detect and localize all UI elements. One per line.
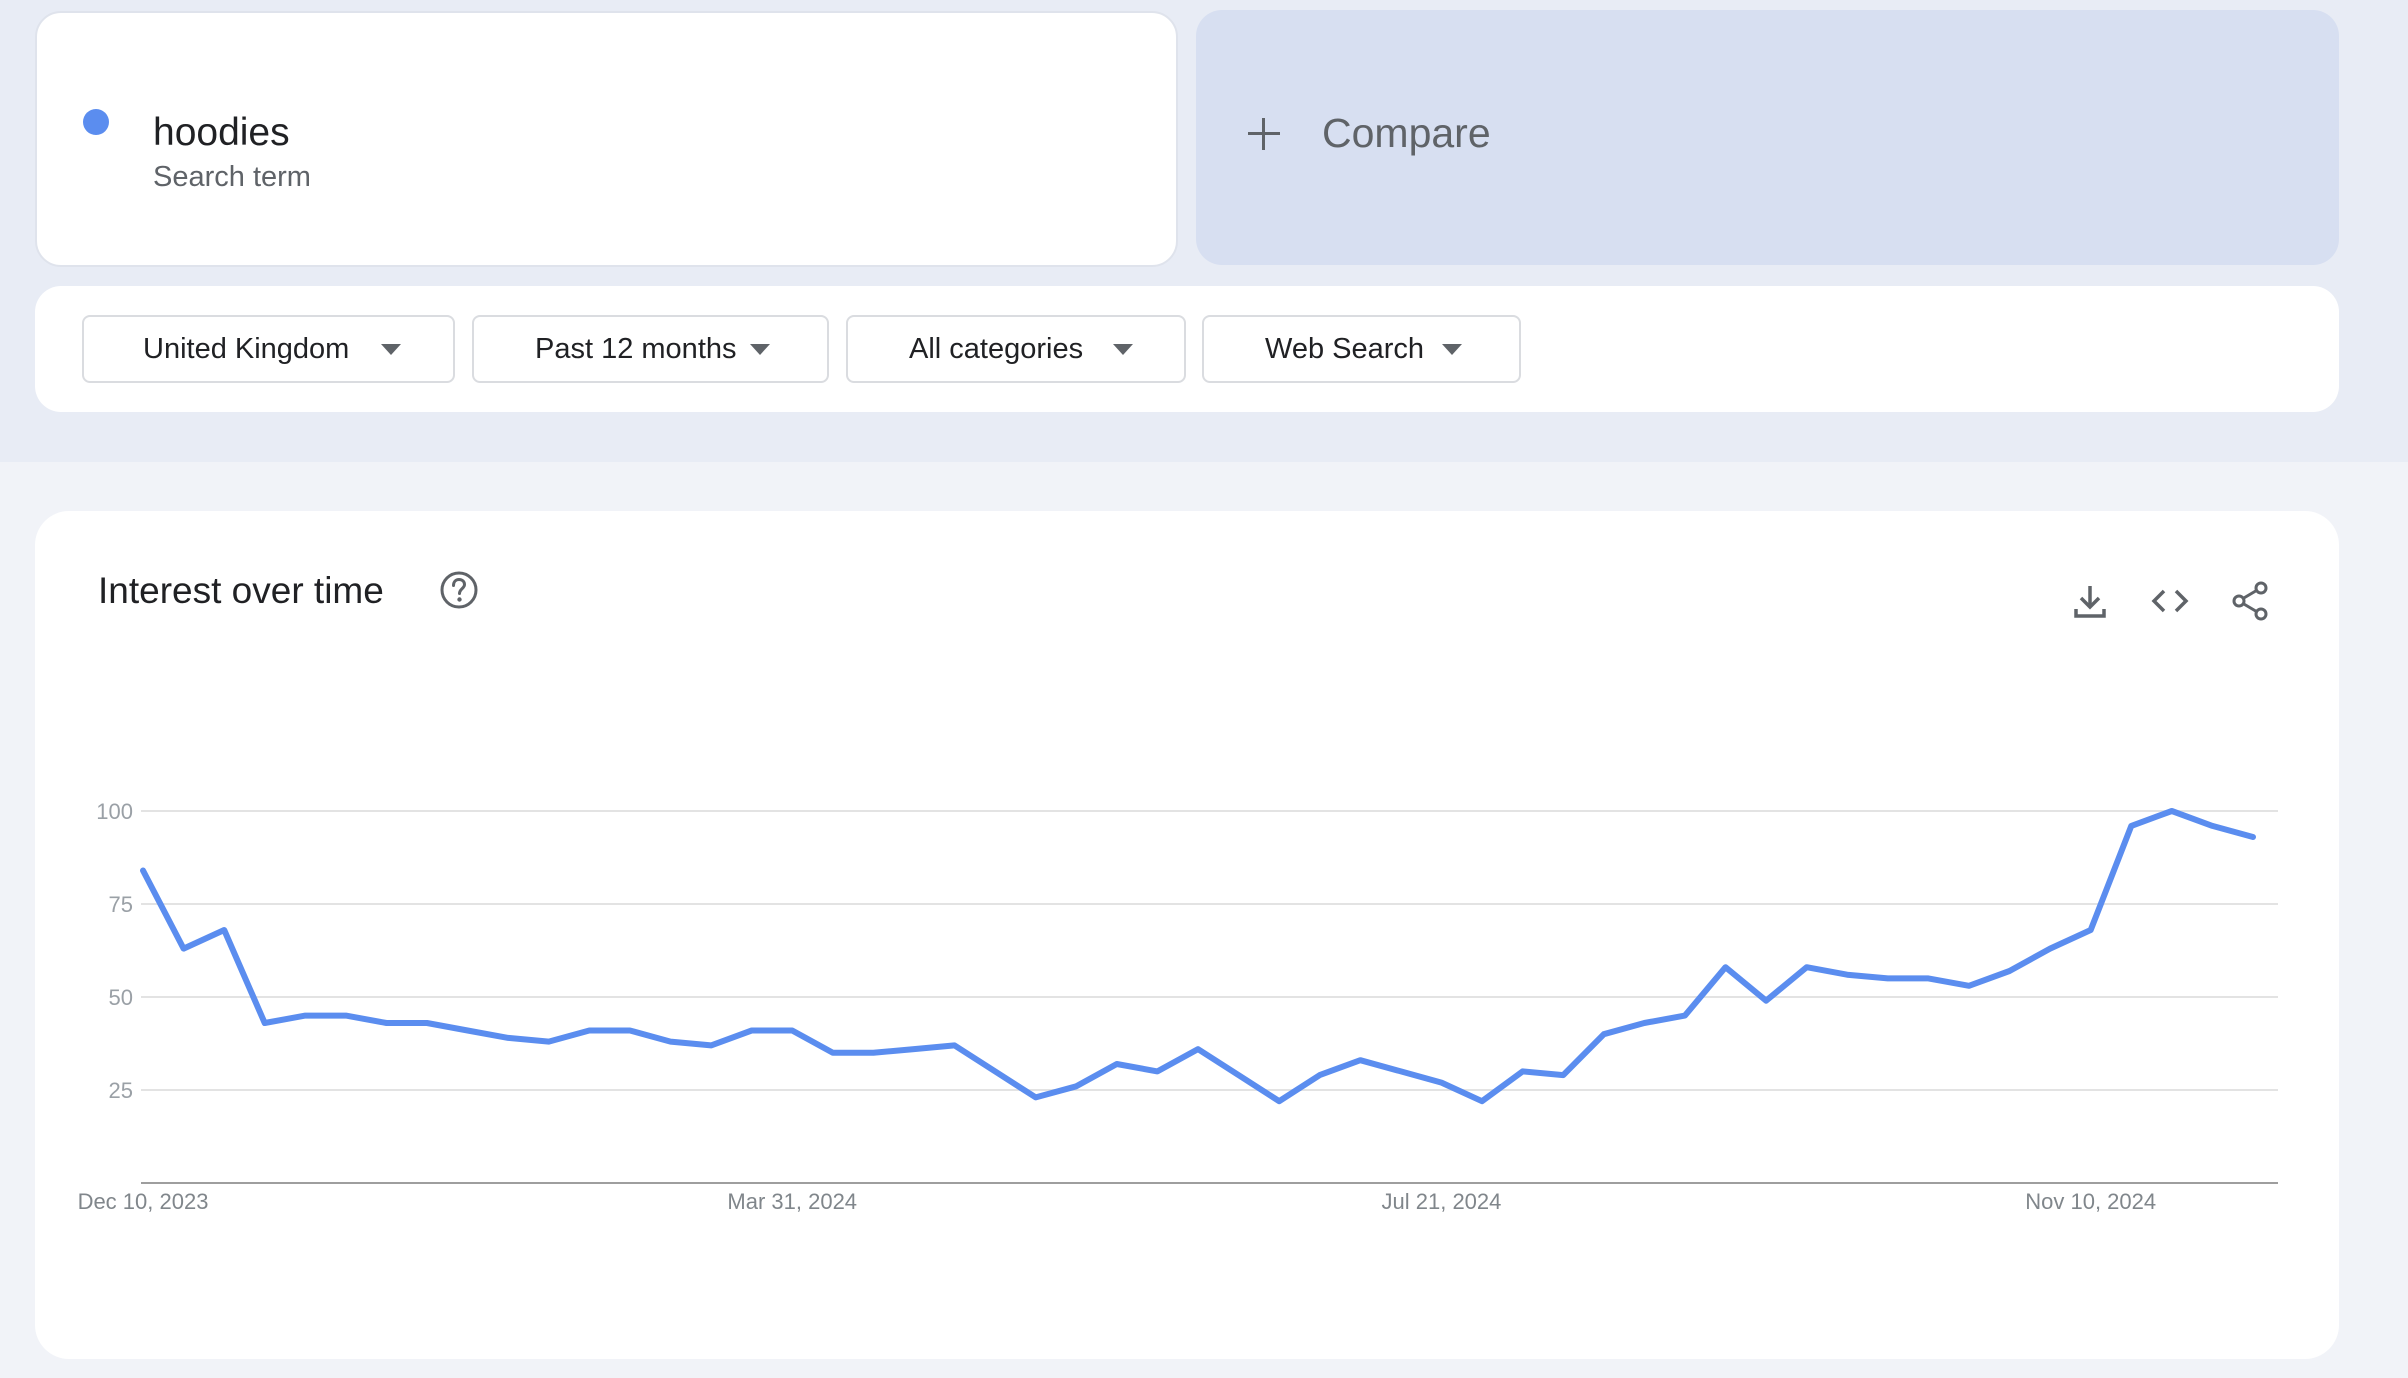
data-point (1276, 1098, 1282, 1104)
data-point (1804, 964, 1810, 970)
compare-label: Compare (1322, 110, 1491, 156)
data-point (708, 1042, 714, 1048)
interest-line-chart: 25 50 75 100 Dec 10, 2023 Mar 31, 2024 Jul 21,… (78, 799, 2278, 1214)
data-point (1763, 998, 1769, 1004)
data-point (383, 1020, 389, 1026)
time-range-filter[interactable]: Past 12 months (472, 315, 829, 383)
data-point (1885, 975, 1891, 981)
data-point (1398, 1068, 1404, 1074)
data-point (221, 927, 227, 933)
data-point (2209, 823, 2215, 829)
data-point (830, 1050, 836, 1056)
data-point (1438, 1080, 1444, 1086)
download-icon[interactable] (2068, 579, 2112, 623)
data-point (1601, 1031, 1607, 1037)
x-tick-label: Nov 10, 2024 (2025, 1189, 2156, 1214)
data-point (586, 1027, 592, 1033)
data-point (505, 1035, 511, 1041)
data-point (789, 1027, 795, 1033)
data-point (911, 1046, 917, 1052)
data-point (2088, 927, 2094, 933)
data-point (1033, 1094, 1039, 1100)
data-point (343, 1013, 349, 1019)
y-tick-label: 75 (109, 892, 133, 917)
data-point (1479, 1098, 1485, 1104)
data-point (1641, 1020, 1647, 1026)
data-point (2128, 823, 2134, 829)
data-point (1925, 975, 1931, 981)
data-point (1560, 1072, 1566, 1078)
data-point (2007, 968, 2013, 974)
search-type-filter-label: Web Search (1265, 333, 1425, 365)
data-point (2047, 946, 2053, 952)
data-point (749, 1027, 755, 1033)
data-point (870, 1050, 876, 1056)
x-tick-label: Dec 10, 2023 (78, 1189, 209, 1214)
data-point (302, 1013, 308, 1019)
data-point (627, 1027, 633, 1033)
y-tick-label: 50 (109, 985, 133, 1010)
data-point (992, 1068, 998, 1074)
dropdown-caret-icon (1442, 344, 1462, 355)
data-point (1682, 1013, 1688, 1019)
data-point (1723, 964, 1729, 970)
search-term-name[interactable]: hoodies (153, 111, 290, 154)
embed-code-icon[interactable] (2148, 579, 2192, 623)
help-circle-icon[interactable] (439, 570, 479, 610)
compare-button[interactable]: Compare (1196, 10, 2339, 265)
search-type-filter[interactable]: Web Search (1202, 315, 1521, 383)
data-point (1520, 1068, 1526, 1074)
data-point (1195, 1046, 1201, 1052)
y-tick-label: 100 (96, 799, 133, 824)
search-term-card[interactable]: hoodies Search term (35, 11, 1178, 267)
data-point (1236, 1072, 1242, 1078)
series-color-dot (83, 109, 109, 135)
category-filter-label: All categories (909, 333, 1084, 365)
interest-over-time-panel: Interest over time 25 50 75 100 Dec 10, 2023… (35, 511, 2339, 1359)
data-point (2250, 834, 2256, 840)
data-point (1114, 1061, 1120, 1067)
data-point (1073, 1083, 1079, 1089)
data-point (1357, 1057, 1363, 1063)
panel-title: Interest over time (98, 570, 384, 611)
y-tick-label: 25 (109, 1078, 133, 1103)
x-tick-label: Mar 31, 2024 (727, 1189, 857, 1214)
data-point (952, 1042, 958, 1048)
data-point (668, 1039, 674, 1045)
data-point (1154, 1068, 1160, 1074)
dropdown-caret-icon (1113, 344, 1133, 355)
data-point (140, 868, 146, 874)
data-point (424, 1020, 430, 1026)
search-term-type: Search term (153, 161, 311, 193)
filter-bar: United Kingdom Past 12 months All catego… (35, 286, 2339, 412)
share-icon[interactable] (2228, 579, 2272, 623)
data-point (546, 1039, 552, 1045)
data-point (2169, 808, 2175, 814)
data-point (181, 946, 187, 952)
dropdown-caret-icon (381, 344, 401, 355)
dropdown-caret-icon (750, 344, 770, 355)
plus-icon (1248, 118, 1280, 150)
data-point (262, 1020, 268, 1026)
region-filter[interactable]: United Kingdom (82, 315, 455, 383)
data-point (1317, 1072, 1323, 1078)
data-point (465, 1027, 471, 1033)
x-tick-label: Jul 21, 2024 (1382, 1189, 1502, 1214)
region-filter-label: United Kingdom (143, 333, 350, 365)
series-line (140, 808, 2256, 1105)
data-point (1966, 983, 1972, 989)
time-range-filter-label: Past 12 months (535, 333, 737, 365)
category-filter[interactable]: All categories (846, 315, 1186, 383)
data-point (1844, 972, 1850, 978)
